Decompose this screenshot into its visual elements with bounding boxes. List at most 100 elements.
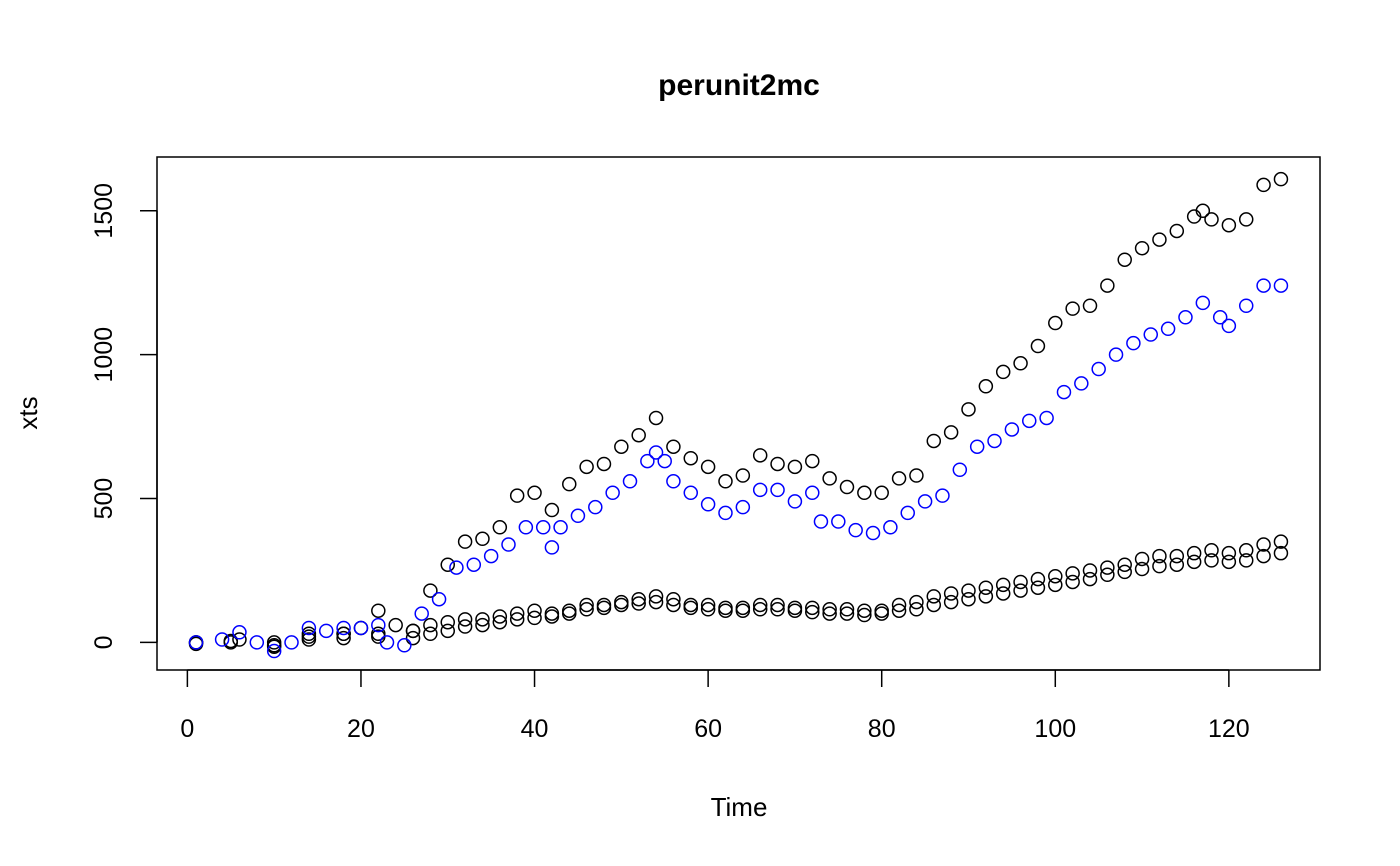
series-1-point-15 [562,603,577,618]
series-2-point-36 [926,597,942,613]
series-3-point-2 [232,625,247,640]
y-axis-label: xts [13,396,43,429]
series-3-point-9 [353,620,369,636]
series-2-point-52 [1204,553,1219,568]
series-1-point-50 [1169,548,1185,564]
chart-title: perunit2mc [658,69,820,102]
y-tick-label-3: 1500 [90,183,118,239]
series-2-point-9 [457,619,473,634]
series-3-point-42 [865,525,881,541]
series-2-point-32 [857,607,872,623]
series-1-point-36 [926,589,942,604]
series-0-point-34 [857,485,872,501]
series-3-point-39 [813,514,829,529]
series-1-point-24 [718,600,733,616]
series-1-point-51 [1186,545,1202,561]
series-3-point-14 [431,591,447,607]
series-3-point-10 [371,617,386,633]
series-2-point-24 [718,603,733,618]
series-3-point-52 [1039,410,1054,426]
series-0 [188,171,1289,653]
series-1-point-44 [1065,566,1080,581]
series-2-point-45 [1082,571,1098,587]
series-2-point-44 [1065,574,1080,590]
series-1-point-41 [1013,574,1028,590]
series-2-point-35 [909,602,924,617]
series-1-point-39 [978,580,994,595]
series-2-point-20 [648,594,664,610]
series-0-point-33 [839,479,855,495]
series-1-point-14 [544,606,560,621]
series-3-point-46 [935,488,950,503]
series-0-point-21 [631,427,646,443]
series-1-point-21 [666,591,681,607]
series-0-point-58 [1256,177,1271,193]
series-2-point-27 [770,602,785,617]
series-3-point-59 [1160,321,1176,337]
series-0-point-30 [787,459,803,475]
series-3-point-1 [214,632,230,647]
series-3-point-36 [770,482,785,498]
series-3-point-48 [969,439,985,454]
series-3-point-18 [501,537,516,552]
y-axis: 0 500 1000 1500 [90,183,158,649]
series-0-point-6 [371,603,386,618]
series-3-point-47 [952,462,968,477]
x-axis-label: Time [711,792,768,822]
series-2-point-28 [787,603,803,618]
series-1-point-46 [1100,560,1115,575]
series-3-point-4 [266,643,282,659]
series-2-point-2 [266,639,282,654]
series-0-point-15 [527,485,542,501]
series-1-point-32 [857,603,872,618]
series-3-point-54 [1074,376,1089,391]
series-2-point-15 [562,606,577,621]
series-2-point-56 [1273,545,1289,561]
series-0-point-28 [752,448,768,463]
series-1-point-13 [527,603,542,618]
series-2-point-54 [1238,553,1254,568]
series-2-point-55 [1256,548,1271,564]
series-0-point-20 [614,439,629,454]
series-2-point-3 [301,632,317,647]
series-0-point-50 [1134,240,1150,256]
series-3-point-12 [397,638,412,653]
series-1-point-35 [909,594,924,610]
series-1-point-7 [423,617,438,633]
series-3-point-19 [518,520,534,535]
series-0-point-42 [995,364,1011,380]
series-2-point-37 [943,594,959,610]
series-3-point-37 [787,494,803,509]
series-3-point-45 [917,494,933,509]
series-3-point-49 [987,433,1002,449]
series-0-point-32 [822,471,837,486]
series-3-point-24 [588,499,603,515]
series-2-point-50 [1169,557,1185,572]
series-1-point-40 [995,577,1011,593]
series-1-point-4 [336,626,351,641]
series-1-point-8 [440,614,455,630]
series-1-point-22 [683,597,699,613]
series-2-point-16 [579,602,594,617]
series-2-point-48 [1134,561,1150,577]
x-tick-label-4: 80 [868,715,896,743]
series-0-point-47 [1082,298,1098,313]
series-1-point-28 [787,600,803,616]
series-3-point-13 [414,606,429,621]
x-tick-label-5: 100 [1034,715,1076,743]
series-3-point-17 [483,548,499,564]
series-3-point-25 [605,485,620,501]
series-1-point-20 [648,589,664,604]
series-3-point-51 [1022,413,1037,429]
series-0-point-35 [874,485,889,501]
series-0-point-10 [440,557,455,572]
series-0-point-25 [700,459,716,475]
series-1-point-37 [943,586,959,601]
series-1-point-45 [1082,563,1098,578]
series-0-point-45 [1048,315,1063,331]
series-0-point-12 [475,531,490,547]
series-2-point-34 [891,603,907,618]
series-2-point-25 [735,603,751,618]
series-3-point-44 [900,505,915,521]
